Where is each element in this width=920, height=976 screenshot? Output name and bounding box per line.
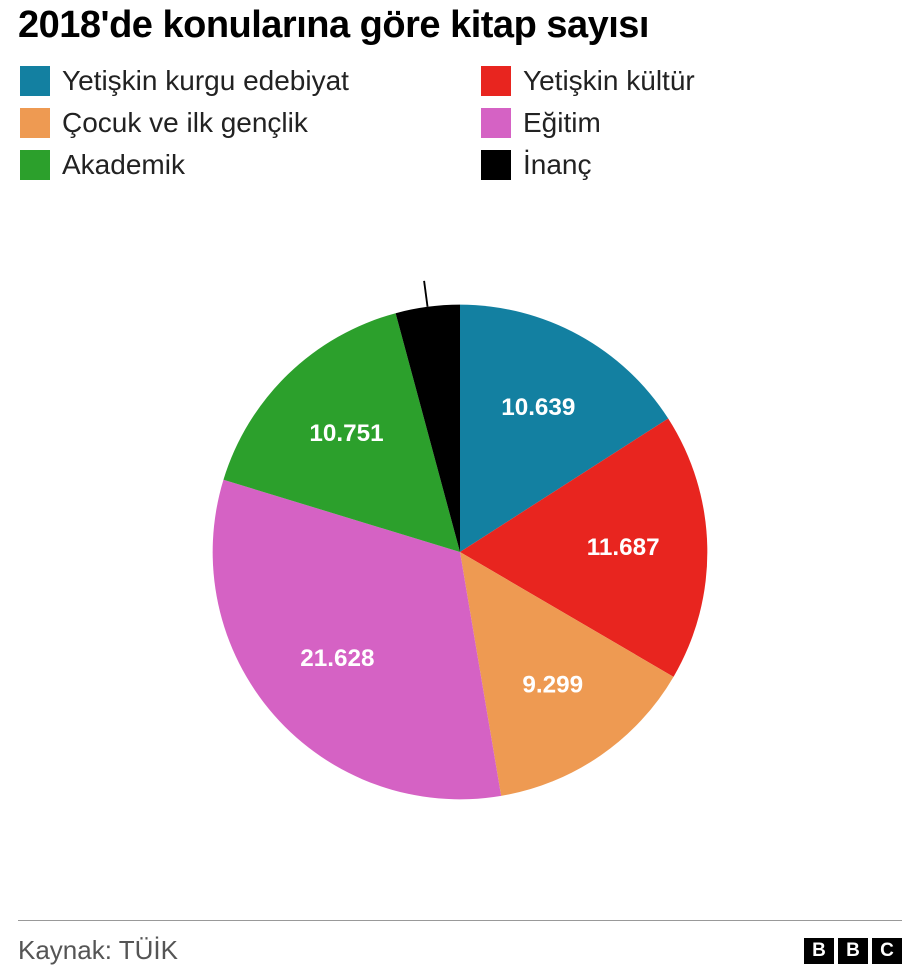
slice-value-label: 11.687 [587,534,660,561]
legend-label: Akademik [62,149,185,181]
legend-swatch [481,150,511,180]
slice-value-label: 10.639 [501,394,575,421]
legend-label: Çocuk ve ilk gençlik [62,107,308,139]
legend-item: Çocuk ve ilk gençlik [20,107,441,139]
legend-item: Akademik [20,149,441,181]
chart-title: 2018'de konularına göre kitap sayısı [18,4,902,47]
legend-swatch [20,150,50,180]
legend-label: Yetişkin kültür [523,65,695,97]
legend-item: Eğitim [481,107,902,139]
bbc-logo-letter: B [804,938,834,964]
legend-swatch [481,66,511,96]
slice-value-label: 9.299 [522,671,583,698]
legend: Yetişkin kurgu edebiyat Yetişkin kültür Ço… [18,65,902,181]
legend-item: Yetişkin kültür [481,65,902,97]
legend-swatch [481,108,511,138]
slice-value-label: 10.751 [309,420,383,447]
bbc-logo-letter: C [872,938,902,964]
chart-container: 2018'de konularına göre kitap sayısı Yet… [0,0,920,976]
slice-tick [424,280,427,306]
legend-label: Eğitim [523,107,601,139]
bbc-logo: BBC [804,938,902,964]
pie-chart: 10.639 11.687 9.299 21.628 10.751 [180,272,740,832]
bbc-logo-letter: B [838,938,868,964]
footer: Kaynak: TÜİK BBC [18,920,902,976]
legend-label: Yetişkin kurgu edebiyat [62,65,349,97]
legend-item: Yetişkin kurgu edebiyat [20,65,441,97]
legend-label: İnanç [523,149,592,181]
slice-value-label: 21.628 [300,645,374,672]
legend-item: İnanç [481,149,902,181]
source-label: Kaynak: TÜİK [18,935,178,966]
pie-chart-area: 10.639 11.687 9.299 21.628 10.751 [18,191,902,912]
legend-swatch [20,108,50,138]
legend-swatch [20,66,50,96]
